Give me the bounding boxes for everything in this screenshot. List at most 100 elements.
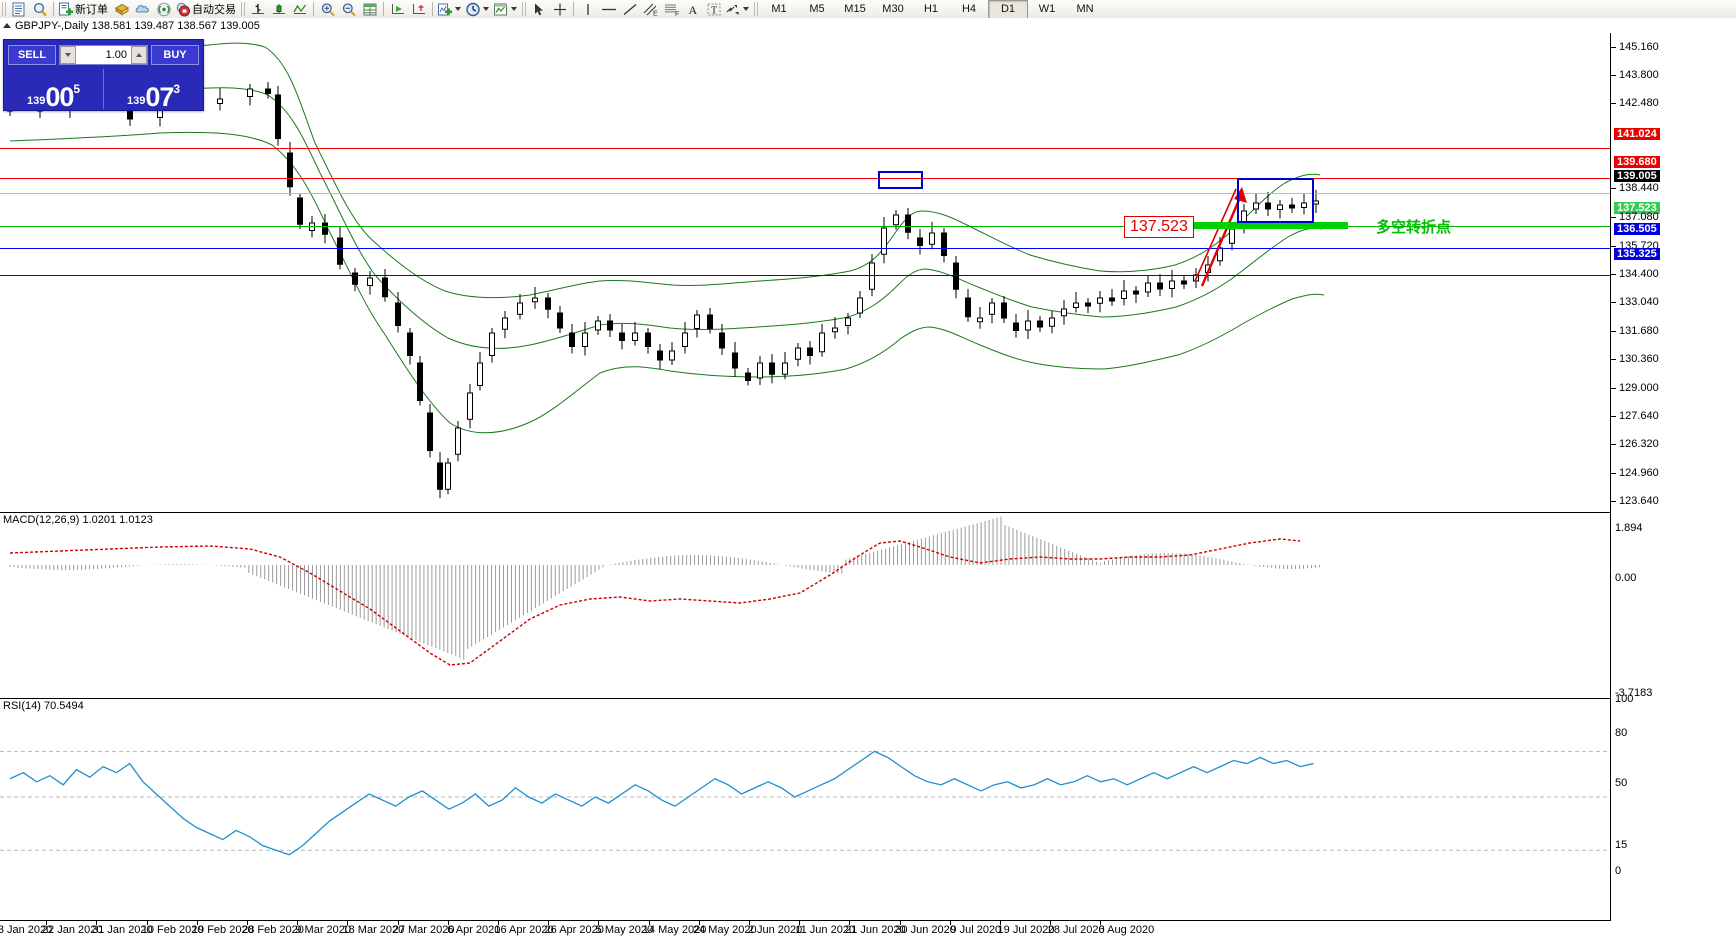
timeframe-w1[interactable]: W1 (1038, 3, 1056, 15)
toolbar-grip[interactable] (2, 2, 6, 16)
strategy-tester-icon[interactable] (132, 1, 153, 18)
price-label-137523[interactable]: 137.523 (1614, 201, 1660, 214)
turning-point-note[interactable]: 多空转折点 (1376, 219, 1452, 236)
templates-button[interactable] (492, 1, 520, 18)
period-button[interactable] (464, 1, 492, 18)
price-label-135325[interactable]: 135.325 (1614, 248, 1660, 261)
candle-body (857, 297, 863, 314)
candle-body (1109, 297, 1115, 302)
indicators-button[interactable] (436, 1, 464, 18)
bar-chart-icon[interactable] (247, 1, 268, 18)
support-zone-highlight[interactable] (1163, 222, 1348, 229)
crosshair-icon[interactable] (549, 1, 570, 18)
chart-shift-icon[interactable] (387, 1, 408, 18)
vertical-line-icon[interactable] (577, 1, 598, 18)
zoom-in-icon[interactable] (317, 1, 338, 18)
timeframe-h4[interactable]: H4 (961, 3, 977, 15)
candlestick-chart-icon[interactable] (268, 1, 289, 18)
arrows-button[interactable] (724, 1, 752, 18)
candle-body (445, 462, 451, 490)
date-tick (698, 921, 700, 925)
chevron-down-icon[interactable] (455, 7, 461, 11)
toolbar-grip-3[interactable] (522, 2, 526, 16)
candle-body (757, 362, 763, 379)
price-label-136505[interactable]: 136.505 (1614, 223, 1660, 236)
price-label-141024[interactable]: 141.024 (1614, 127, 1660, 140)
timeframe-m1[interactable]: M1 (771, 3, 787, 15)
autotrading-label: 自动交易 (192, 4, 236, 16)
candle-body (782, 362, 788, 375)
rsi-pane[interactable]: RSI(14) 70.5494 (0, 698, 1611, 896)
toolbar-grip-2[interactable] (241, 2, 245, 16)
equidistant-channel-icon[interactable]: E (640, 1, 661, 18)
resistance-line-141024[interactable] (0, 148, 1611, 149)
chart-title: GBPJPY-,Daily 138.581 139.487 138.567 13… (15, 19, 260, 32)
sell-button[interactable]: SELL (8, 45, 56, 65)
toolbar-grip-4[interactable] (754, 2, 758, 16)
text-icon[interactable]: A (682, 1, 703, 18)
chevron-down-icon-2[interactable] (483, 7, 489, 11)
autotrading-button[interactable]: 自动交易 (174, 1, 239, 18)
expert-advisor-icon[interactable] (111, 1, 132, 18)
timeframe-m15[interactable]: M15 (844, 3, 866, 15)
volume-input[interactable]: 1.00 (59, 45, 148, 65)
candle-body (582, 332, 588, 347)
buy-button[interactable]: BUY (151, 45, 199, 65)
candle-body (489, 332, 495, 356)
macd-pane[interactable]: MACD(12,26,9) 1.0201 1.0123 (0, 512, 1611, 695)
data-window-icon[interactable] (29, 1, 50, 18)
volume-decrease-button[interactable] (60, 46, 76, 64)
price-pane[interactable]: 137.523 多空转折点 (0, 33, 1611, 508)
quote-divider (103, 69, 104, 109)
signals-icon[interactable] (153, 1, 174, 18)
chevron-down-icon-4[interactable] (743, 7, 749, 11)
ask-price[interactable]: 139 07 3 (104, 67, 203, 111)
horizontal-line-icon[interactable] (598, 1, 619, 18)
date-tick (146, 921, 148, 925)
timeframe-m5[interactable]: M5 (809, 3, 825, 15)
timeframe-m30[interactable]: M30 (882, 3, 904, 15)
price-scale[interactable]: 145.160 143.800 142.480 141.024 139.680 139.0… (1610, 33, 1736, 921)
date-tick-label: 26 Apr 2020 (544, 924, 604, 936)
rsi-series (0, 750, 1611, 856)
zoom-out-icon[interactable] (338, 1, 359, 18)
candle-body (953, 262, 959, 290)
one-click-trading-panel[interactable]: SELL 1.00 BUY 139 00 5 139 07 3 (3, 39, 204, 111)
line-chart-icon[interactable] (289, 1, 310, 18)
chevron-down-icon-3[interactable] (511, 7, 517, 11)
candle-body (427, 412, 433, 451)
timeframe-mn[interactable]: MN (1076, 3, 1094, 15)
fibonacci-icon[interactable]: F (661, 1, 682, 18)
price-tag-annotation[interactable]: 137.523 (1124, 216, 1194, 238)
auto-scroll-icon[interactable] (408, 1, 429, 18)
timeframe-d1[interactable]: D1 (988, 0, 1028, 19)
support-line-136505[interactable] (0, 248, 1611, 249)
date-tick-label: 19 Feb 2020 (191, 924, 254, 936)
support-line-137523[interactable] (0, 226, 1611, 227)
price-label-139005[interactable]: 139.005 (1614, 170, 1660, 183)
collapse-triangle-icon[interactable] (3, 23, 11, 28)
ask-fraction: 3 (173, 82, 181, 96)
text-label-icon[interactable]: T (703, 1, 724, 18)
price-tick-label: 138.440 (1619, 182, 1659, 195)
price-tick (1611, 444, 1616, 446)
cursor-icon[interactable] (528, 1, 549, 18)
volume-increase-button[interactable] (131, 46, 147, 64)
candle-body (1073, 302, 1079, 308)
resistance-line-139680[interactable] (0, 178, 1611, 179)
trendline-icon[interactable] (619, 1, 640, 18)
candle-body (532, 297, 538, 303)
terminal-icon[interactable] (8, 1, 29, 18)
consolidation-rect-right[interactable] (1237, 178, 1314, 223)
support-line-135325[interactable] (0, 275, 1611, 276)
new-order-button[interactable]: 新订单 (57, 1, 111, 18)
timeframe-h1[interactable]: H1 (923, 3, 939, 15)
consolidation-rect-left[interactable] (878, 171, 923, 189)
volume-value[interactable]: 1.00 (105, 49, 127, 61)
price-label-139680[interactable]: 139.680 (1614, 156, 1660, 169)
data-grid-icon[interactable] (359, 1, 380, 18)
bid-price[interactable]: 139 00 5 (4, 67, 103, 111)
date-tick-label: 16 Apr 2020 (494, 924, 554, 936)
date-tick-label: 28 Feb 2020 (242, 924, 304, 936)
